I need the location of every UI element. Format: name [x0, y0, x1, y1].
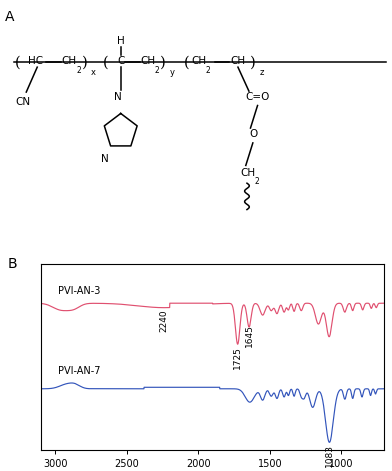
- Text: ): ): [250, 56, 256, 69]
- Text: z: z: [260, 68, 264, 77]
- Text: y: y: [169, 68, 174, 77]
- Text: PVI-AN-7: PVI-AN-7: [58, 366, 101, 376]
- Text: (: (: [15, 56, 20, 69]
- Text: ): ): [82, 56, 87, 69]
- Text: PVI-AN-3: PVI-AN-3: [58, 286, 101, 296]
- Text: 2: 2: [76, 66, 81, 75]
- Text: 1083: 1083: [325, 444, 334, 467]
- Text: B: B: [8, 257, 18, 271]
- Text: H: H: [117, 36, 125, 46]
- Text: CH: CH: [62, 57, 77, 66]
- Text: 1645: 1645: [245, 324, 254, 347]
- Text: 2240: 2240: [160, 309, 169, 332]
- Text: HC: HC: [28, 57, 44, 66]
- Text: 2: 2: [255, 177, 260, 186]
- Text: (: (: [184, 56, 190, 69]
- Text: O: O: [249, 129, 257, 139]
- Text: CH: CH: [230, 57, 246, 66]
- Text: CN: CN: [16, 97, 31, 106]
- Text: C=O: C=O: [245, 92, 270, 102]
- Text: 2: 2: [154, 66, 159, 75]
- Text: ): ): [160, 56, 166, 69]
- Text: CH: CH: [140, 57, 155, 66]
- Text: (: (: [103, 56, 108, 69]
- Text: CH: CH: [240, 168, 256, 178]
- Text: 2: 2: [206, 66, 211, 75]
- Text: N: N: [101, 154, 109, 163]
- Text: N: N: [114, 92, 122, 102]
- Text: x: x: [91, 68, 96, 77]
- Text: C: C: [117, 57, 124, 66]
- Text: 1725: 1725: [233, 346, 242, 369]
- Text: A: A: [5, 9, 14, 24]
- Text: CH: CH: [191, 57, 207, 66]
